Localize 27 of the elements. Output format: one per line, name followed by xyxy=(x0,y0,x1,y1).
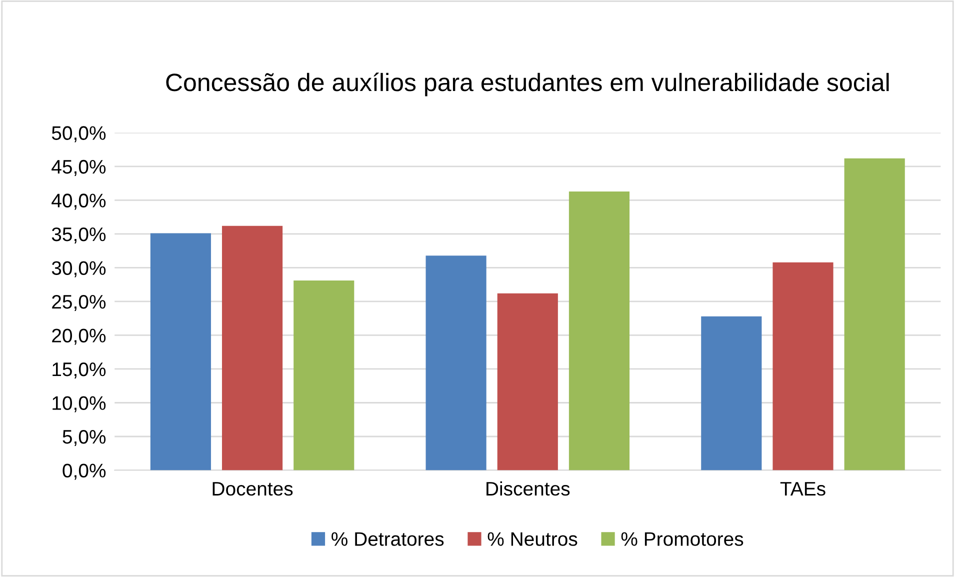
bar xyxy=(844,158,905,470)
x-tick-label: Docentes xyxy=(212,482,293,496)
legend-label: % Promotores xyxy=(621,532,744,546)
bar xyxy=(294,280,354,470)
y-tick-label: 35,0% xyxy=(52,227,106,244)
bar xyxy=(772,262,834,470)
legend-label: % Detratores xyxy=(332,532,444,546)
bar xyxy=(497,293,558,470)
y-tick-label: 40,0% xyxy=(52,194,106,210)
y-tick-label: 25,0% xyxy=(52,294,106,312)
x-tick-label: TAEs xyxy=(780,482,826,496)
bar xyxy=(150,233,211,470)
x-tick-label: Discentes xyxy=(486,481,570,496)
y-tick-label: 5,0% xyxy=(62,430,106,446)
y-tick-label: 30,0% xyxy=(52,261,106,278)
y-tick-label: 15,0% xyxy=(52,362,106,379)
bar xyxy=(568,191,630,470)
legend-label: % Neutros xyxy=(488,532,578,546)
y-tick-label: 0,0% xyxy=(62,464,106,480)
y-tick-label: 50,0% xyxy=(52,126,106,142)
bar xyxy=(701,316,762,470)
chart-title: Concessão de auxílios para estudantes em vulnerabilidade social xyxy=(166,72,889,96)
y-tick-label: 10,0% xyxy=(52,396,106,412)
y-tick-label: 20,0% xyxy=(52,328,106,345)
bar xyxy=(426,256,486,470)
y-tick-label: 45,0% xyxy=(52,160,106,176)
bar xyxy=(222,226,283,470)
